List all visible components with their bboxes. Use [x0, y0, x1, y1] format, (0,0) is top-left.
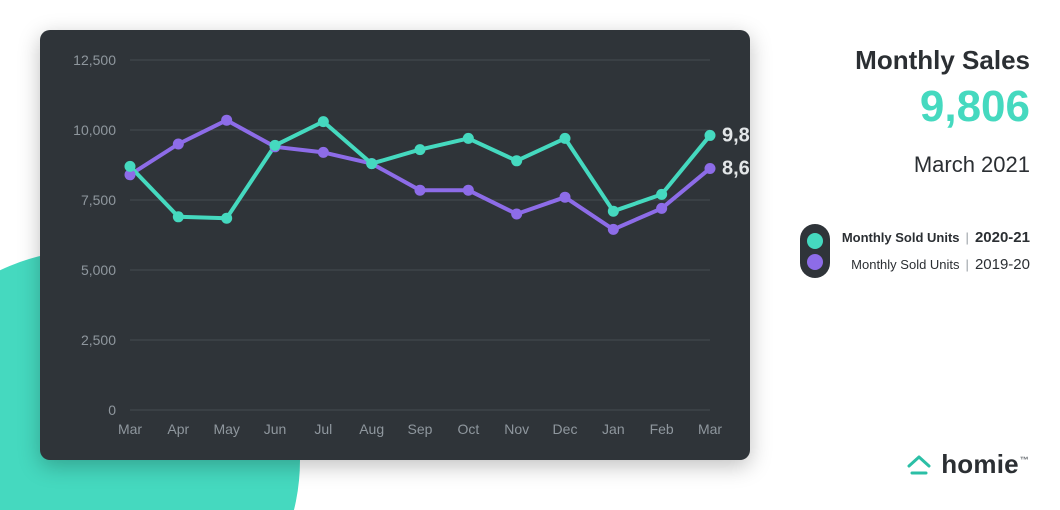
legend-year: 2019-20	[975, 256, 1030, 273]
svg-text:Mar: Mar	[118, 421, 142, 437]
svg-text:Oct: Oct	[457, 421, 479, 437]
svg-text:Nov: Nov	[504, 421, 529, 437]
svg-text:Jun: Jun	[264, 421, 287, 437]
logo-tm: ™	[1020, 455, 1029, 465]
legend-dot-series2	[807, 254, 823, 270]
legend-pill	[800, 224, 830, 278]
legend-year: 2020-21	[975, 229, 1030, 246]
legend-row-series1: Monthly Sold Units | 2020-21	[842, 229, 1030, 246]
svg-text:0: 0	[108, 402, 116, 418]
svg-text:12,500: 12,500	[73, 52, 116, 68]
sales-line-chart: 0 2,500 5,000 7,500 10,000 12,500 Mar Apr May Jun…	[40, 30, 750, 460]
svg-text:8,626: 8,626	[722, 157, 750, 179]
svg-text:Jan: Jan	[602, 421, 625, 437]
side-panel: Monthly Sales 9,806 March 2021 Monthly S…	[770, 45, 1030, 278]
svg-text:9,806: 9,806	[722, 124, 750, 146]
legend-label: Monthly Sold Units	[842, 230, 960, 245]
svg-text:2,500: 2,500	[81, 332, 116, 348]
svg-text:Sep: Sep	[408, 421, 433, 437]
logo-text: homie™	[941, 449, 1028, 480]
svg-text:Mar: Mar	[698, 421, 722, 437]
svg-text:10,000: 10,000	[73, 122, 116, 138]
metric-title: Monthly Sales	[770, 45, 1030, 76]
svg-text:7,500: 7,500	[81, 192, 116, 208]
brand-logo: homie™	[905, 449, 1028, 480]
svg-text:Feb: Feb	[650, 421, 674, 437]
svg-text:Jul: Jul	[314, 421, 332, 437]
svg-text:5,000: 5,000	[81, 262, 116, 278]
legend: Monthly Sold Units | 2020-21 Monthly Sol…	[770, 224, 1030, 278]
chart-card: 0 2,500 5,000 7,500 10,000 12,500 Mar Apr May Jun…	[40, 30, 750, 460]
svg-text:Aug: Aug	[359, 421, 384, 437]
svg-text:May: May	[213, 421, 239, 437]
metric-date: March 2021	[770, 152, 1030, 178]
house-icon	[905, 451, 933, 479]
legend-label: Monthly Sold Units	[851, 257, 959, 272]
legend-row-series2: Monthly Sold Units | 2019-20	[842, 256, 1030, 273]
svg-text:Dec: Dec	[553, 421, 578, 437]
legend-dot-series1	[807, 233, 823, 249]
svg-text:Apr: Apr	[167, 421, 189, 437]
metric-value: 9,806	[770, 82, 1030, 132]
